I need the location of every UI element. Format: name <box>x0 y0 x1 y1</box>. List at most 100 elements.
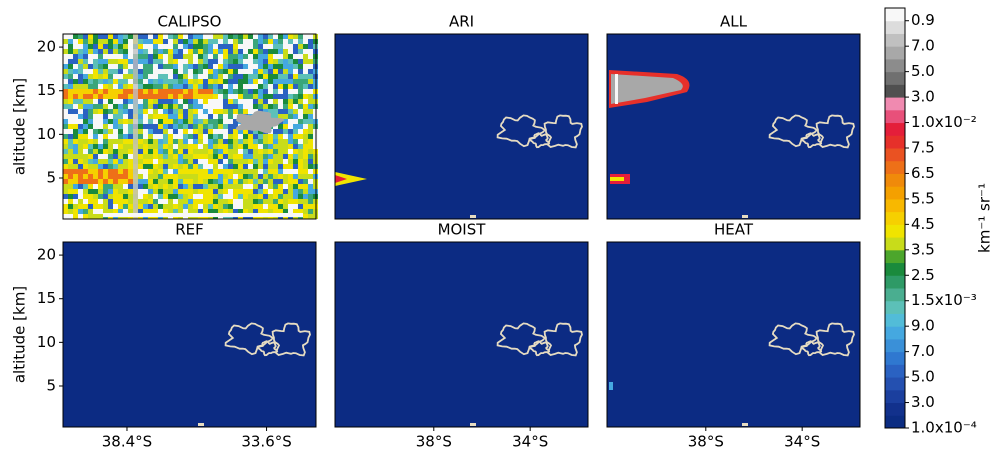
curtain-cell <box>193 39 198 44</box>
curtain-cell <box>168 199 173 204</box>
curtain-cell <box>128 144 133 149</box>
curtain-cell <box>303 214 308 219</box>
curtain-cell <box>228 99 233 104</box>
curtain-cell <box>283 114 288 119</box>
curtain-cell <box>88 124 93 129</box>
curtain-cell <box>103 59 108 64</box>
curtain-cell <box>253 184 258 189</box>
curtain-cell <box>213 199 218 204</box>
curtain-cell <box>143 204 148 209</box>
curtain-cell <box>103 174 108 179</box>
curtain-cell <box>298 199 303 204</box>
curtain-cell <box>113 104 118 109</box>
curtain-cell <box>83 179 88 184</box>
curtain-cell <box>248 204 253 209</box>
curtain-cell <box>188 189 193 194</box>
curtain-cell <box>93 169 98 174</box>
curtain-cell <box>178 84 183 89</box>
curtain-cell <box>163 104 168 109</box>
curtain-cell <box>303 189 308 194</box>
curtain-cell <box>98 54 103 59</box>
curtain-cell <box>223 54 228 59</box>
curtain-cell <box>98 139 103 144</box>
curtain-cell <box>293 144 298 149</box>
curtain-cell <box>198 49 203 54</box>
curtain-cell <box>163 154 168 159</box>
curtain-cell <box>308 34 313 39</box>
curtain-cell <box>123 139 128 144</box>
curtain-cell <box>93 209 98 214</box>
curtain-cell <box>168 89 173 94</box>
curtain-cell <box>98 104 103 109</box>
curtain-cell <box>83 114 88 119</box>
curtain-cell <box>193 154 198 159</box>
curtain-cell <box>243 189 248 194</box>
colorbar-segment <box>885 390 905 403</box>
curtain-cell <box>273 204 278 209</box>
curtain-cell <box>158 84 163 89</box>
surface-marker <box>470 215 476 218</box>
curtain-cell <box>138 129 143 134</box>
curtain-cell <box>108 84 113 89</box>
curtain-cell <box>88 189 93 194</box>
curtain-cell <box>88 144 93 149</box>
curtain-cell <box>198 124 203 129</box>
curtain-cell <box>273 44 278 49</box>
curtain-cell <box>203 129 208 134</box>
curtain-cell <box>273 79 278 84</box>
curtain-cell <box>288 139 293 144</box>
curtain-cell <box>193 54 198 59</box>
panel-title: MOIST <box>438 221 487 239</box>
curtain-cell <box>288 94 293 99</box>
curtain-cell <box>293 154 298 159</box>
curtain-cell <box>303 54 308 59</box>
curtain-cell <box>213 44 218 49</box>
curtain-cell <box>98 189 103 194</box>
curtain-cell <box>213 149 218 154</box>
curtain-cell <box>158 79 163 84</box>
curtain-cell <box>113 54 118 59</box>
colorbar-segment <box>885 339 905 352</box>
curtain-cell <box>108 164 113 169</box>
curtain-cell <box>238 54 243 59</box>
curtain-cell <box>238 84 243 89</box>
curtain-cell <box>243 159 248 164</box>
colorbar-segment <box>885 199 905 212</box>
curtain-cell <box>308 59 313 64</box>
curtain-cell <box>213 89 218 94</box>
curtain-cell <box>233 64 238 69</box>
curtain-cell <box>68 164 73 169</box>
curtain-cell <box>223 94 228 99</box>
curtain-cell <box>193 64 198 69</box>
curtain-cell <box>208 109 213 114</box>
curtain-cell <box>148 54 153 59</box>
curtain-cell <box>308 129 313 134</box>
curtain-cell <box>238 59 243 64</box>
curtain-cell <box>153 204 158 209</box>
curtain-cell <box>143 44 148 49</box>
curtain-cell <box>173 84 178 89</box>
curtain-cell <box>303 114 308 119</box>
curtain-cell <box>103 179 108 184</box>
curtain-cell <box>188 104 193 109</box>
colorbar-segment <box>885 250 905 263</box>
curtain-cell <box>63 139 68 144</box>
curtain-cell <box>113 184 118 189</box>
curtain-cell <box>253 84 258 89</box>
curtain-cell <box>103 104 108 109</box>
curtain-cell <box>308 119 313 124</box>
curtain-cell <box>168 99 173 104</box>
colorbar-segment <box>885 301 905 314</box>
curtain-cell <box>108 189 113 194</box>
curtain-cell <box>218 204 223 209</box>
curtain-cell <box>143 199 148 204</box>
curtain-cell <box>138 184 143 189</box>
curtain-cell <box>158 59 163 64</box>
curtain-cell <box>178 139 183 144</box>
curtain-cell <box>93 64 98 69</box>
curtain-cell <box>113 169 118 174</box>
curtain-cell <box>223 69 228 74</box>
curtain-cell <box>188 169 193 174</box>
curtain-cell <box>93 124 98 129</box>
curtain-cell <box>248 94 253 99</box>
